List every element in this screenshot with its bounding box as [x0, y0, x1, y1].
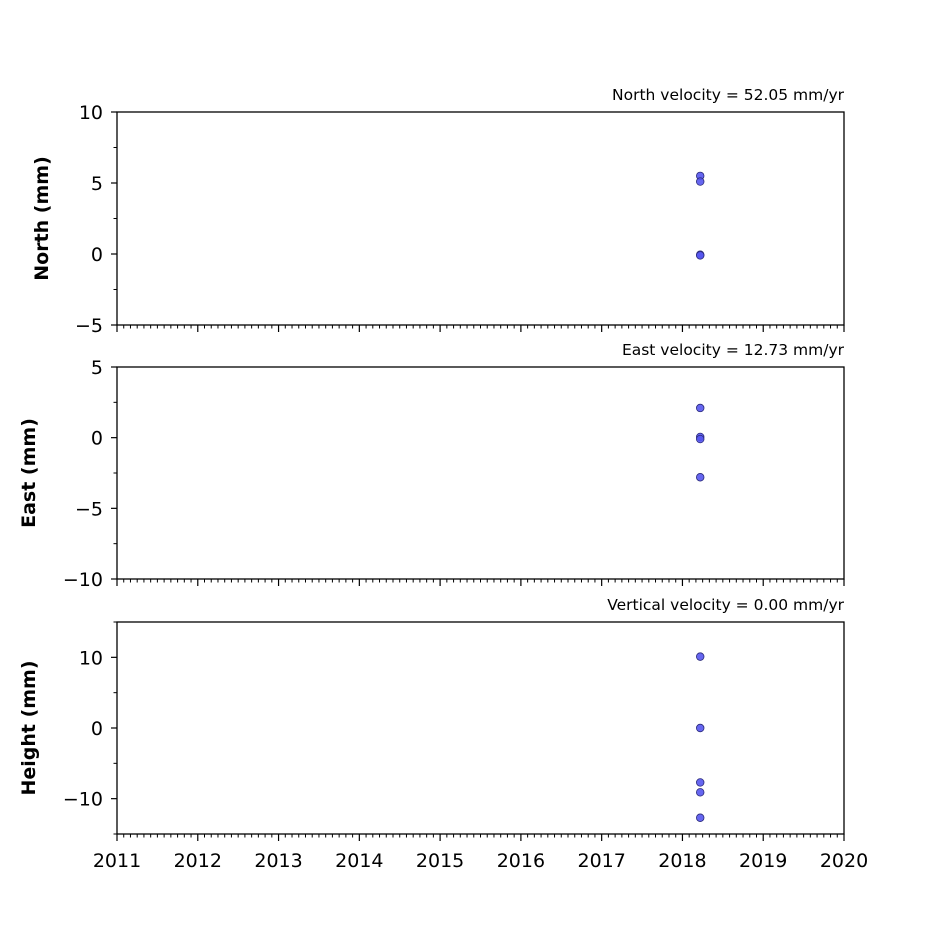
- x-tick-label: 2014: [335, 850, 383, 872]
- data-point: [696, 778, 705, 787]
- data-point: [696, 788, 705, 797]
- plot-frame: [116, 366, 845, 580]
- plot-frame: [116, 111, 845, 326]
- y-axis-label: East (mm): [18, 418, 40, 528]
- data-point: [696, 652, 705, 661]
- data-point: [696, 813, 705, 822]
- subplot-title: North velocity = 52.05 mm/yr: [612, 86, 845, 104]
- y-axis-label: Height (mm): [18, 660, 40, 795]
- data-point: [696, 473, 705, 482]
- y-tick-label: 0: [91, 244, 103, 266]
- y-axis-label: North (mm): [31, 156, 53, 281]
- subplot-title: East velocity = 12.73 mm/yr: [622, 341, 845, 359]
- data-point: [696, 177, 705, 186]
- x-tick-label: 2013: [254, 850, 302, 872]
- y-tick-label: −5: [75, 315, 103, 337]
- data-point: [696, 434, 705, 444]
- x-tick-label: 2019: [739, 850, 787, 872]
- subplot-2: East velocity = 12.73 mm/yr East (mm) −10 −…: [18, 341, 845, 591]
- subplot-title: Vertical velocity = 0.00 mm/yr: [607, 596, 844, 614]
- y-tick-label: −10: [63, 569, 103, 591]
- y-tick-label: 0: [91, 718, 103, 740]
- y-tick-label: 10: [79, 102, 103, 124]
- x-tick-label: 2011: [93, 850, 141, 872]
- plot-frame: [116, 621, 845, 835]
- x-tick-label: 2012: [174, 850, 222, 872]
- x-tick-label: 2017: [577, 850, 625, 872]
- x-tick-label: 2015: [416, 850, 464, 872]
- subplot-1: North velocity = 52.05 mm/yr North (mm) −5…: [31, 86, 845, 337]
- y-tick-label: 10: [79, 647, 103, 669]
- data-point: [696, 403, 705, 413]
- y-tick-label: 5: [91, 357, 103, 379]
- data-point: [696, 251, 705, 260]
- x-tick-label: 2016: [497, 850, 545, 872]
- y-tick-label: 0: [91, 428, 103, 450]
- subplot-3: Vertical velocity = 0.00 mm/yr Height (mm…: [18, 596, 868, 872]
- x-tick-label: 2020: [820, 850, 868, 872]
- y-tick-label: 5: [91, 173, 103, 195]
- x-tick-label: 2018: [658, 850, 706, 872]
- data-point: [696, 723, 705, 733]
- y-tick-label: −5: [75, 498, 103, 520]
- y-tick-label: −10: [63, 789, 103, 811]
